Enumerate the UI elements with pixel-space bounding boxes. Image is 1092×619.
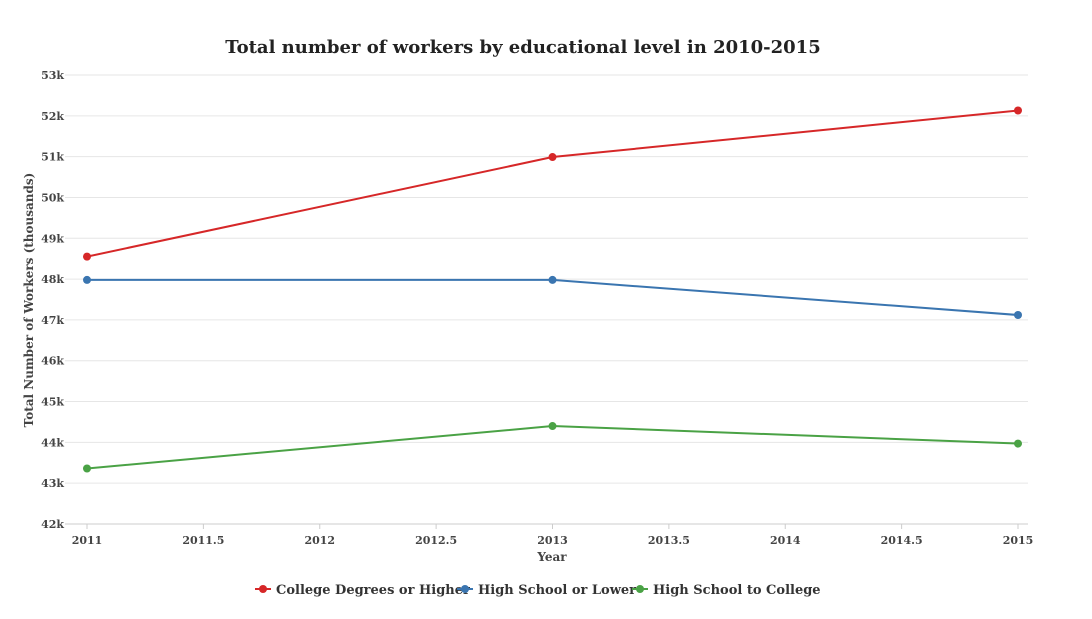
x-tick-label: 2012.5	[415, 534, 457, 547]
legend-label: College Degrees or Higher	[276, 583, 470, 598]
y-tick-label: 46k	[41, 355, 64, 368]
x-tick-label: 2014.5	[881, 534, 923, 547]
y-tick-label: 44k	[41, 436, 64, 449]
series-lines	[83, 106, 1022, 473]
y-tick-label: 47k	[41, 314, 64, 327]
data-point	[548, 275, 557, 284]
x-tick-label: 2015	[1003, 534, 1034, 547]
y-tick-label: 42k	[41, 518, 64, 531]
x-tick-label: 2013	[537, 534, 568, 547]
data-point	[1014, 106, 1022, 115]
y-axis-title: Total Number of Workers (thousands)	[22, 173, 36, 428]
y-tick-label: 50k	[41, 191, 64, 204]
legend-item[interactable]: College Degrees or Higher	[255, 583, 470, 598]
data-point	[83, 275, 91, 284]
x-axis-ticks: 2011 2011.5 2012 2012.5 2013 2013.5 2014 2014.5…	[72, 524, 1034, 547]
x-tick-label: 2011	[72, 534, 103, 547]
x-tick-label: 2014	[770, 534, 801, 547]
y-axis-ticks: 42k 43k 44k 45k 46k 47k 48k 49k 50k 51k 52k 53k	[41, 69, 64, 531]
legend-swatch-marker	[259, 585, 267, 593]
data-point	[83, 464, 91, 473]
data-point	[548, 153, 557, 162]
legend-item[interactable]: High School or Lower	[457, 583, 636, 598]
data-point	[1014, 439, 1022, 448]
y-tick-label: 49k	[41, 232, 64, 245]
series-line	[86, 109, 1019, 258]
legend-label: High School or Lower	[478, 583, 636, 598]
y-tick-label: 48k	[41, 273, 64, 286]
series-line	[86, 425, 1019, 470]
legend-item[interactable]: High School to College	[632, 583, 821, 598]
y-tick-label: 53k	[41, 69, 64, 82]
data-point	[548, 422, 557, 431]
y-tick-label: 52k	[41, 110, 64, 123]
series-line	[87, 278, 1019, 317]
x-tick-label: 2013.5	[648, 534, 690, 547]
x-tick-label: 2011.5	[182, 534, 224, 547]
data-point	[1014, 311, 1022, 320]
y-tick-label: 43k	[41, 477, 64, 490]
x-axis-title: Year	[536, 550, 567, 564]
legend: College Degrees or Higher High School or …	[255, 583, 821, 598]
y-tick-label: 45k	[41, 396, 64, 409]
x-tick-label: 2012	[304, 534, 335, 547]
legend-swatch-marker	[636, 585, 644, 593]
legend-swatch-marker	[461, 585, 469, 593]
y-tick-label: 51k	[41, 151, 64, 164]
data-point	[83, 252, 91, 261]
legend-label: High School to College	[653, 583, 821, 598]
chart-title: Total number of workers by educational l…	[225, 37, 820, 58]
